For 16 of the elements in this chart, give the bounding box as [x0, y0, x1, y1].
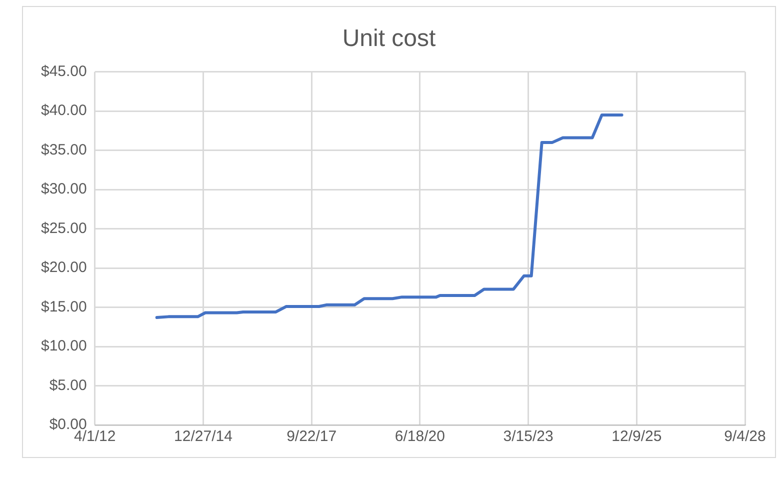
y-tick-label: $20.00	[40, 259, 87, 276]
y-tick-label: $40.00	[40, 102, 87, 120]
y-tick-label: $35.00	[40, 141, 87, 158]
x-tick-label: 9/4/28	[724, 428, 766, 446]
y-tick-label: $10.00	[40, 338, 87, 355]
x-tick-label: 9/22/17	[286, 428, 337, 446]
y-tick-label: $25.00	[40, 220, 87, 237]
y-tick-label: $30.00	[40, 180, 87, 198]
chart-title: Unit cost	[342, 25, 436, 52]
x-tick-label: 3/15/23	[503, 428, 554, 446]
x-tick-label: 12/27/14	[174, 428, 232, 446]
y-tick-label: $45.00	[40, 62, 87, 80]
x-tick-label: 6/18/20	[394, 428, 445, 446]
y-tick-label: $15.00	[40, 298, 87, 316]
y-tick-label: $5.00	[49, 376, 87, 394]
x-tick-label: 12/9/25	[612, 428, 662, 446]
